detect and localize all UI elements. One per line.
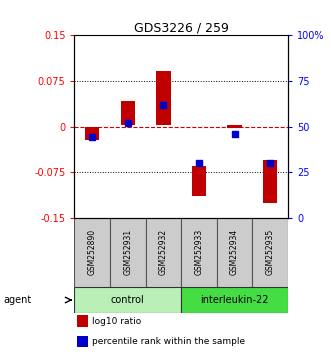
Point xyxy=(125,120,130,126)
Text: log10 ratio: log10 ratio xyxy=(92,317,141,326)
Bar xyxy=(146,218,181,287)
Point xyxy=(267,160,273,166)
Bar xyxy=(217,218,252,287)
Bar xyxy=(227,125,242,129)
Bar xyxy=(76,315,88,327)
Bar xyxy=(76,336,88,347)
Bar xyxy=(74,218,110,287)
Bar xyxy=(85,127,99,140)
Bar xyxy=(263,160,277,202)
Bar xyxy=(156,71,170,125)
Point xyxy=(196,160,202,166)
Bar xyxy=(74,287,181,313)
Title: GDS3226 / 259: GDS3226 / 259 xyxy=(134,21,229,34)
Point xyxy=(232,131,237,137)
Text: GSM252931: GSM252931 xyxy=(123,229,132,275)
Text: GSM252932: GSM252932 xyxy=(159,229,168,275)
Bar xyxy=(192,166,206,196)
Text: percentile rank within the sample: percentile rank within the sample xyxy=(92,337,245,346)
Bar xyxy=(110,218,146,287)
Text: interleukin-22: interleukin-22 xyxy=(200,295,269,305)
Bar xyxy=(252,218,288,287)
Bar xyxy=(181,287,288,313)
Text: agent: agent xyxy=(3,295,31,305)
Text: GSM252890: GSM252890 xyxy=(88,229,97,275)
Text: GSM252934: GSM252934 xyxy=(230,229,239,275)
Point xyxy=(161,102,166,108)
Point xyxy=(90,135,95,140)
Text: GSM252935: GSM252935 xyxy=(266,229,275,275)
Text: control: control xyxy=(111,295,145,305)
Bar xyxy=(181,218,217,287)
Text: GSM252933: GSM252933 xyxy=(195,229,204,275)
Bar xyxy=(121,101,135,125)
